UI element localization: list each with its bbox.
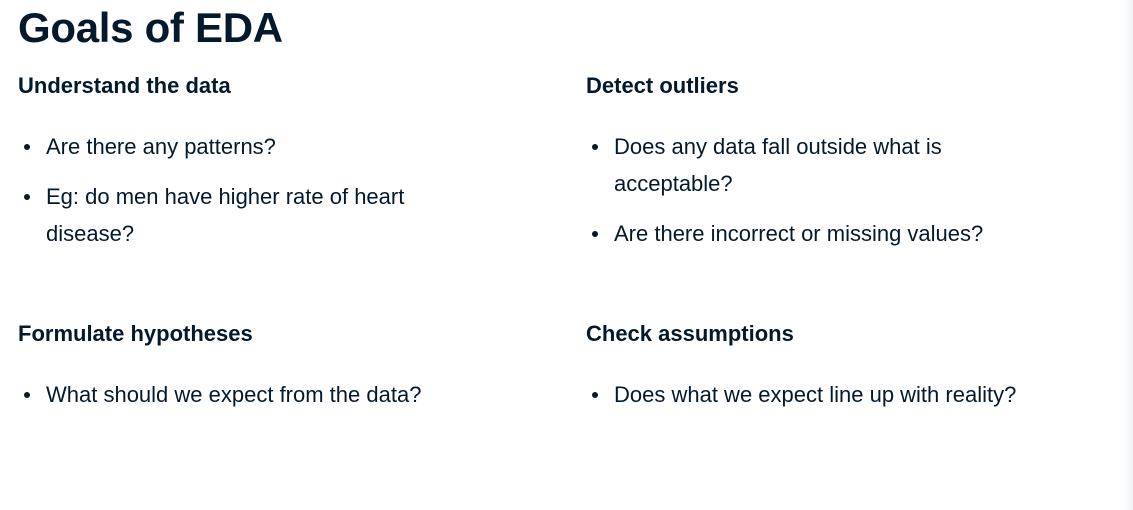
bullet-list: Does any data fall outside what is accep… [586, 128, 1056, 252]
bullet-text: Are there incorrect or missing values? [614, 221, 984, 246]
bullet-text: Does any data fall outside what is accep… [614, 134, 942, 196]
bullet-item: Eg: do men have higher rate of heart dis… [18, 178, 488, 252]
bullet-dot-icon [592, 392, 598, 398]
bullet-dot-icon [592, 144, 598, 150]
bullet-item: Does what we expect line up with reality… [586, 376, 1126, 413]
section-heading: Formulate hypotheses [18, 321, 253, 346]
page-edge-shadow [1123, 0, 1133, 510]
bullet-dot-icon [592, 231, 598, 237]
bullet-text: Eg: do men have higher rate of heart dis… [46, 184, 405, 246]
bullet-item: What should we expect from the data? [18, 376, 558, 413]
bullet-list: Are there any patterns? Eg: do men have … [18, 128, 488, 252]
bullet-dot-icon [24, 144, 30, 150]
bullet-item: Does any data fall outside what is accep… [586, 128, 1056, 202]
bullet-list: Does what we expect line up with reality… [586, 376, 1126, 413]
bullet-item: Are there incorrect or missing values? [586, 215, 1056, 252]
bullet-dot-icon [24, 194, 30, 200]
section-detect-outliers: Detect outliers Does any data fall outsi… [586, 72, 1116, 265]
section-check-assumptions: Check assumptions Does what we expect li… [586, 320, 1126, 426]
slide-title: Goals of EDA [18, 4, 283, 51]
bullet-text: What should we expect from the data? [46, 382, 422, 407]
bullet-dot-icon [24, 392, 30, 398]
bullet-list: What should we expect from the data? [18, 376, 558, 413]
section-understand-data: Understand the data Are there any patter… [18, 72, 538, 265]
bullet-text: Does what we expect line up with reality… [614, 382, 1017, 407]
bullet-text: Are there any patterns? [46, 134, 276, 159]
bullet-item: Are there any patterns? [18, 128, 488, 165]
section-heading: Detect outliers [586, 73, 739, 98]
section-formulate-hypotheses: Formulate hypotheses What should we expe… [18, 320, 558, 426]
section-heading: Understand the data [18, 73, 231, 98]
section-heading: Check assumptions [586, 321, 794, 346]
